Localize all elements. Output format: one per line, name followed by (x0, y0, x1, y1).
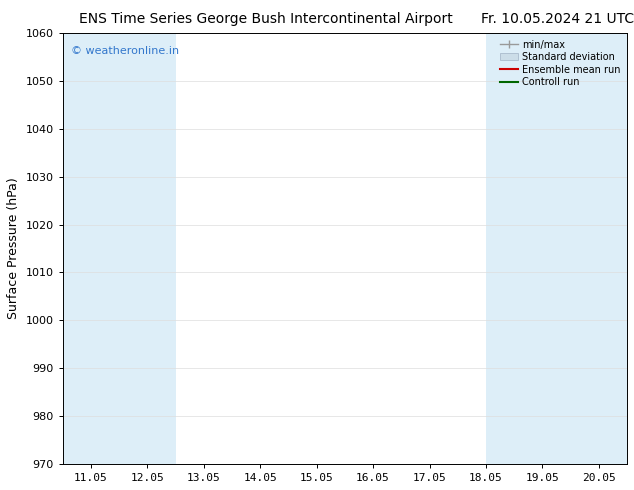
Bar (63, 33, 119, 464)
Text: Fr. 10.05.2024 21 UTC: Fr. 10.05.2024 21 UTC (481, 12, 634, 26)
Bar (486, 33, 514, 464)
Bar (119, 33, 176, 464)
Bar (571, 33, 627, 464)
Bar (514, 33, 571, 464)
Y-axis label: Surface Pressure (hPa): Surface Pressure (hPa) (7, 178, 20, 319)
Text: © weatheronline.in: © weatheronline.in (71, 46, 179, 56)
Text: ENS Time Series George Bush Intercontinental Airport: ENS Time Series George Bush Intercontine… (79, 12, 453, 26)
Legend: min/max, Standard deviation, Ensemble mean run, Controll run: min/max, Standard deviation, Ensemble me… (498, 38, 622, 89)
